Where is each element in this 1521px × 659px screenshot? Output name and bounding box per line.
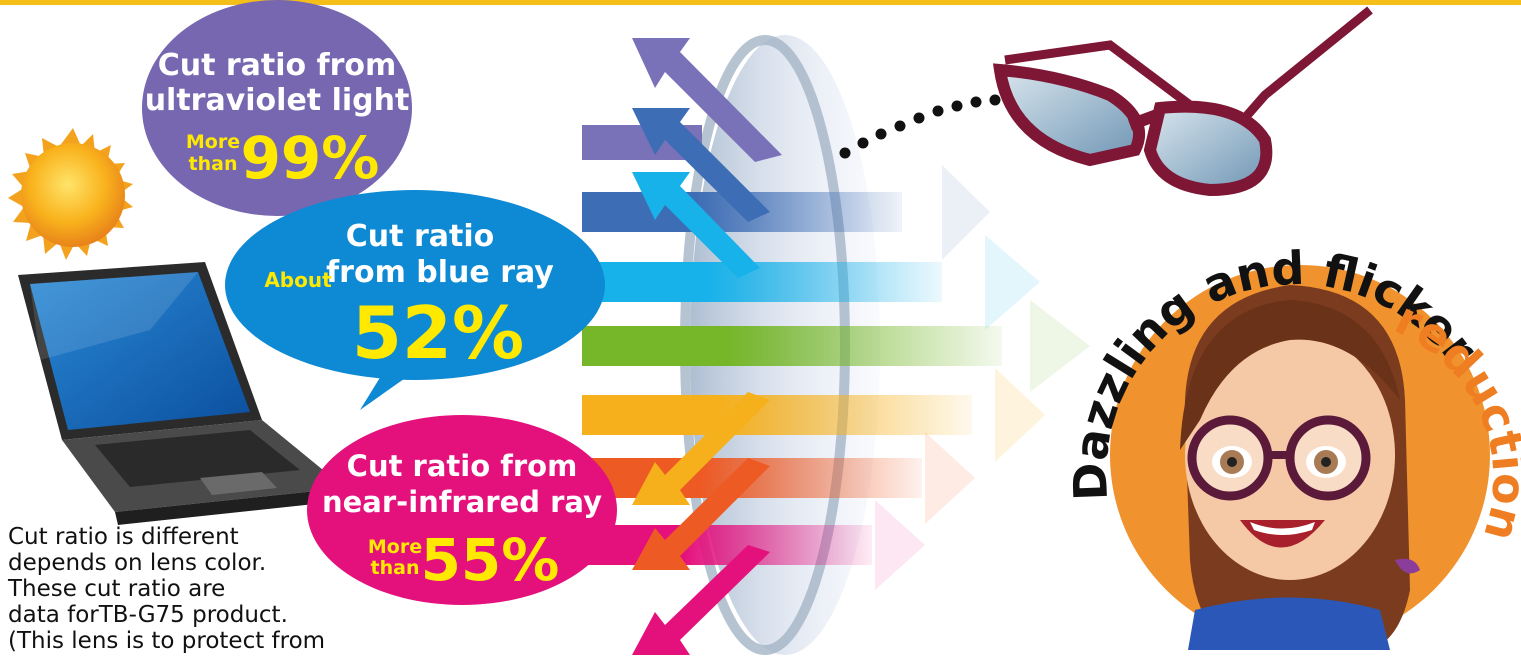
ir-prefix-more: More: [368, 536, 422, 558]
arrow-pink-reflected: [632, 545, 770, 655]
uv-line1: Cut ratio from: [158, 48, 397, 83]
blue-bubble: Cut ratio from blue ray About 52%: [225, 190, 605, 410]
footnote: Cut ratio is different depends on lens c…: [8, 524, 338, 654]
arrow-yellow: [582, 368, 1045, 462]
arrow-cyan-reflected: [632, 172, 760, 278]
note-line: data forTB-G75 product.: [8, 602, 288, 628]
arrows-straight: [582, 165, 1090, 590]
uv-value: 99%: [241, 124, 380, 192]
note-line: Cut ratio is different: [8, 524, 239, 550]
note-line: depends on lens color.: [8, 550, 267, 576]
glasses-icon: [992, 6, 1373, 197]
arrow-green: [582, 300, 1090, 392]
arrow-yellow-reflected: [632, 392, 770, 505]
arrow-cyan: [582, 235, 1040, 330]
note-line: (This lens is to protect from: [8, 628, 326, 654]
uv-bubble: Cut ratio from ultraviolet light More th…: [142, 0, 412, 216]
ir-prefix-than: than: [371, 557, 420, 579]
ir-line1: Cut ratio from: [347, 449, 578, 483]
top-border: [0, 0, 1521, 5]
note-line: These cut ratio are: [8, 576, 226, 602]
dotted-connector: [839, 94, 1020, 159]
blue-value: 52%: [352, 291, 524, 375]
uv-prefix-more: More: [186, 131, 240, 153]
ir-bubble: Cut ratio from near-infrared ray More th…: [307, 415, 617, 605]
arrow-orange-reflected: [632, 458, 770, 570]
woman-icon: [1110, 265, 1490, 650]
blue-line1: Cut ratio: [346, 219, 494, 254]
uv-prefix-than: than: [189, 153, 238, 175]
arrow-blue-reflected: [632, 108, 770, 222]
ir-value: 55%: [421, 526, 560, 594]
blue-line2: from blue ray: [326, 255, 554, 290]
uv-line2: ultraviolet light: [145, 83, 410, 118]
ir-line2: near-infrared ray: [322, 485, 602, 519]
arrows-reflected: [582, 38, 782, 655]
blue-prefix: About: [264, 268, 332, 292]
laptop-icon: [18, 262, 352, 525]
sun-icon: [8, 128, 133, 260]
arrow-pink: [582, 500, 925, 590]
